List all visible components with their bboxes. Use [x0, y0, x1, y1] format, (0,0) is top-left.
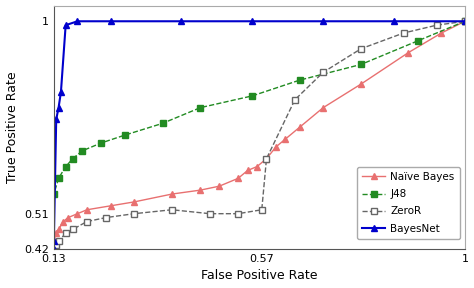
ZeroR [63, 232, 69, 235]
J48 [51, 192, 57, 196]
Naïve Bayes [108, 204, 113, 208]
J48 [297, 78, 302, 82]
ZeroR [320, 71, 326, 74]
J48 [462, 20, 468, 23]
BayesNet [391, 20, 397, 23]
J48 [249, 94, 255, 98]
X-axis label: False Positive Rate: False Positive Rate [201, 270, 318, 283]
J48 [51, 247, 57, 251]
J48 [415, 39, 420, 43]
BayesNet [56, 106, 62, 109]
ZeroR [169, 208, 175, 211]
Naïve Bayes [254, 165, 260, 168]
ZeroR [358, 47, 364, 50]
ZeroR [259, 208, 264, 211]
Naïve Bayes [358, 82, 364, 86]
Naïve Bayes [51, 239, 57, 243]
J48 [98, 141, 104, 145]
Naïve Bayes [74, 212, 80, 215]
ZeroR [401, 31, 406, 35]
Line: J48: J48 [50, 18, 468, 253]
J48 [358, 63, 364, 66]
J48 [79, 149, 85, 153]
Naïve Bayes [462, 20, 468, 23]
Line: BayesNet: BayesNet [50, 18, 468, 253]
J48 [198, 106, 203, 109]
BayesNet [51, 239, 57, 243]
Legend: Naïve Bayes, J48, ZeroR, BayesNet: Naïve Bayes, J48, ZeroR, BayesNet [357, 167, 460, 239]
Line: ZeroR: ZeroR [50, 18, 468, 253]
ZeroR [103, 216, 109, 219]
J48 [70, 157, 75, 160]
BayesNet [74, 20, 80, 23]
BayesNet [58, 90, 64, 94]
Naïve Bayes [169, 192, 175, 196]
J48 [122, 133, 128, 137]
ZeroR [434, 23, 439, 27]
Naïve Bayes [235, 177, 241, 180]
ZeroR [235, 212, 241, 215]
ZeroR [70, 228, 75, 231]
BayesNet [249, 20, 255, 23]
BayesNet [54, 118, 59, 121]
ZeroR [292, 98, 298, 102]
ZeroR [56, 239, 62, 243]
Naïve Bayes [405, 51, 411, 54]
ZeroR [51, 247, 57, 251]
Y-axis label: True Positive Rate: True Positive Rate [6, 71, 18, 183]
Naïve Bayes [297, 126, 302, 129]
J48 [63, 165, 69, 168]
Line: Naïve Bayes: Naïve Bayes [51, 18, 468, 244]
Naïve Bayes [217, 185, 222, 188]
Naïve Bayes [438, 31, 444, 35]
ZeroR [131, 212, 137, 215]
J48 [160, 122, 165, 125]
BayesNet [108, 20, 113, 23]
Naïve Bayes [245, 169, 250, 172]
ZeroR [207, 212, 213, 215]
Naïve Bayes [131, 200, 137, 204]
ZeroR [84, 220, 90, 223]
Naïve Bayes [56, 228, 62, 231]
ZeroR [462, 20, 468, 23]
Naïve Bayes [61, 220, 66, 223]
BayesNet [51, 247, 57, 251]
BayesNet [462, 20, 468, 23]
BayesNet [179, 20, 184, 23]
J48 [56, 177, 62, 180]
BayesNet [63, 23, 69, 27]
Naïve Bayes [54, 232, 59, 235]
Naïve Bayes [320, 106, 326, 109]
ZeroR [54, 243, 59, 247]
Naïve Bayes [84, 208, 90, 211]
Naïve Bayes [273, 145, 279, 149]
Naïve Bayes [198, 188, 203, 192]
Naïve Bayes [264, 157, 269, 160]
Naïve Bayes [65, 216, 71, 219]
Naïve Bayes [283, 137, 288, 141]
ZeroR [264, 157, 269, 160]
BayesNet [320, 20, 326, 23]
